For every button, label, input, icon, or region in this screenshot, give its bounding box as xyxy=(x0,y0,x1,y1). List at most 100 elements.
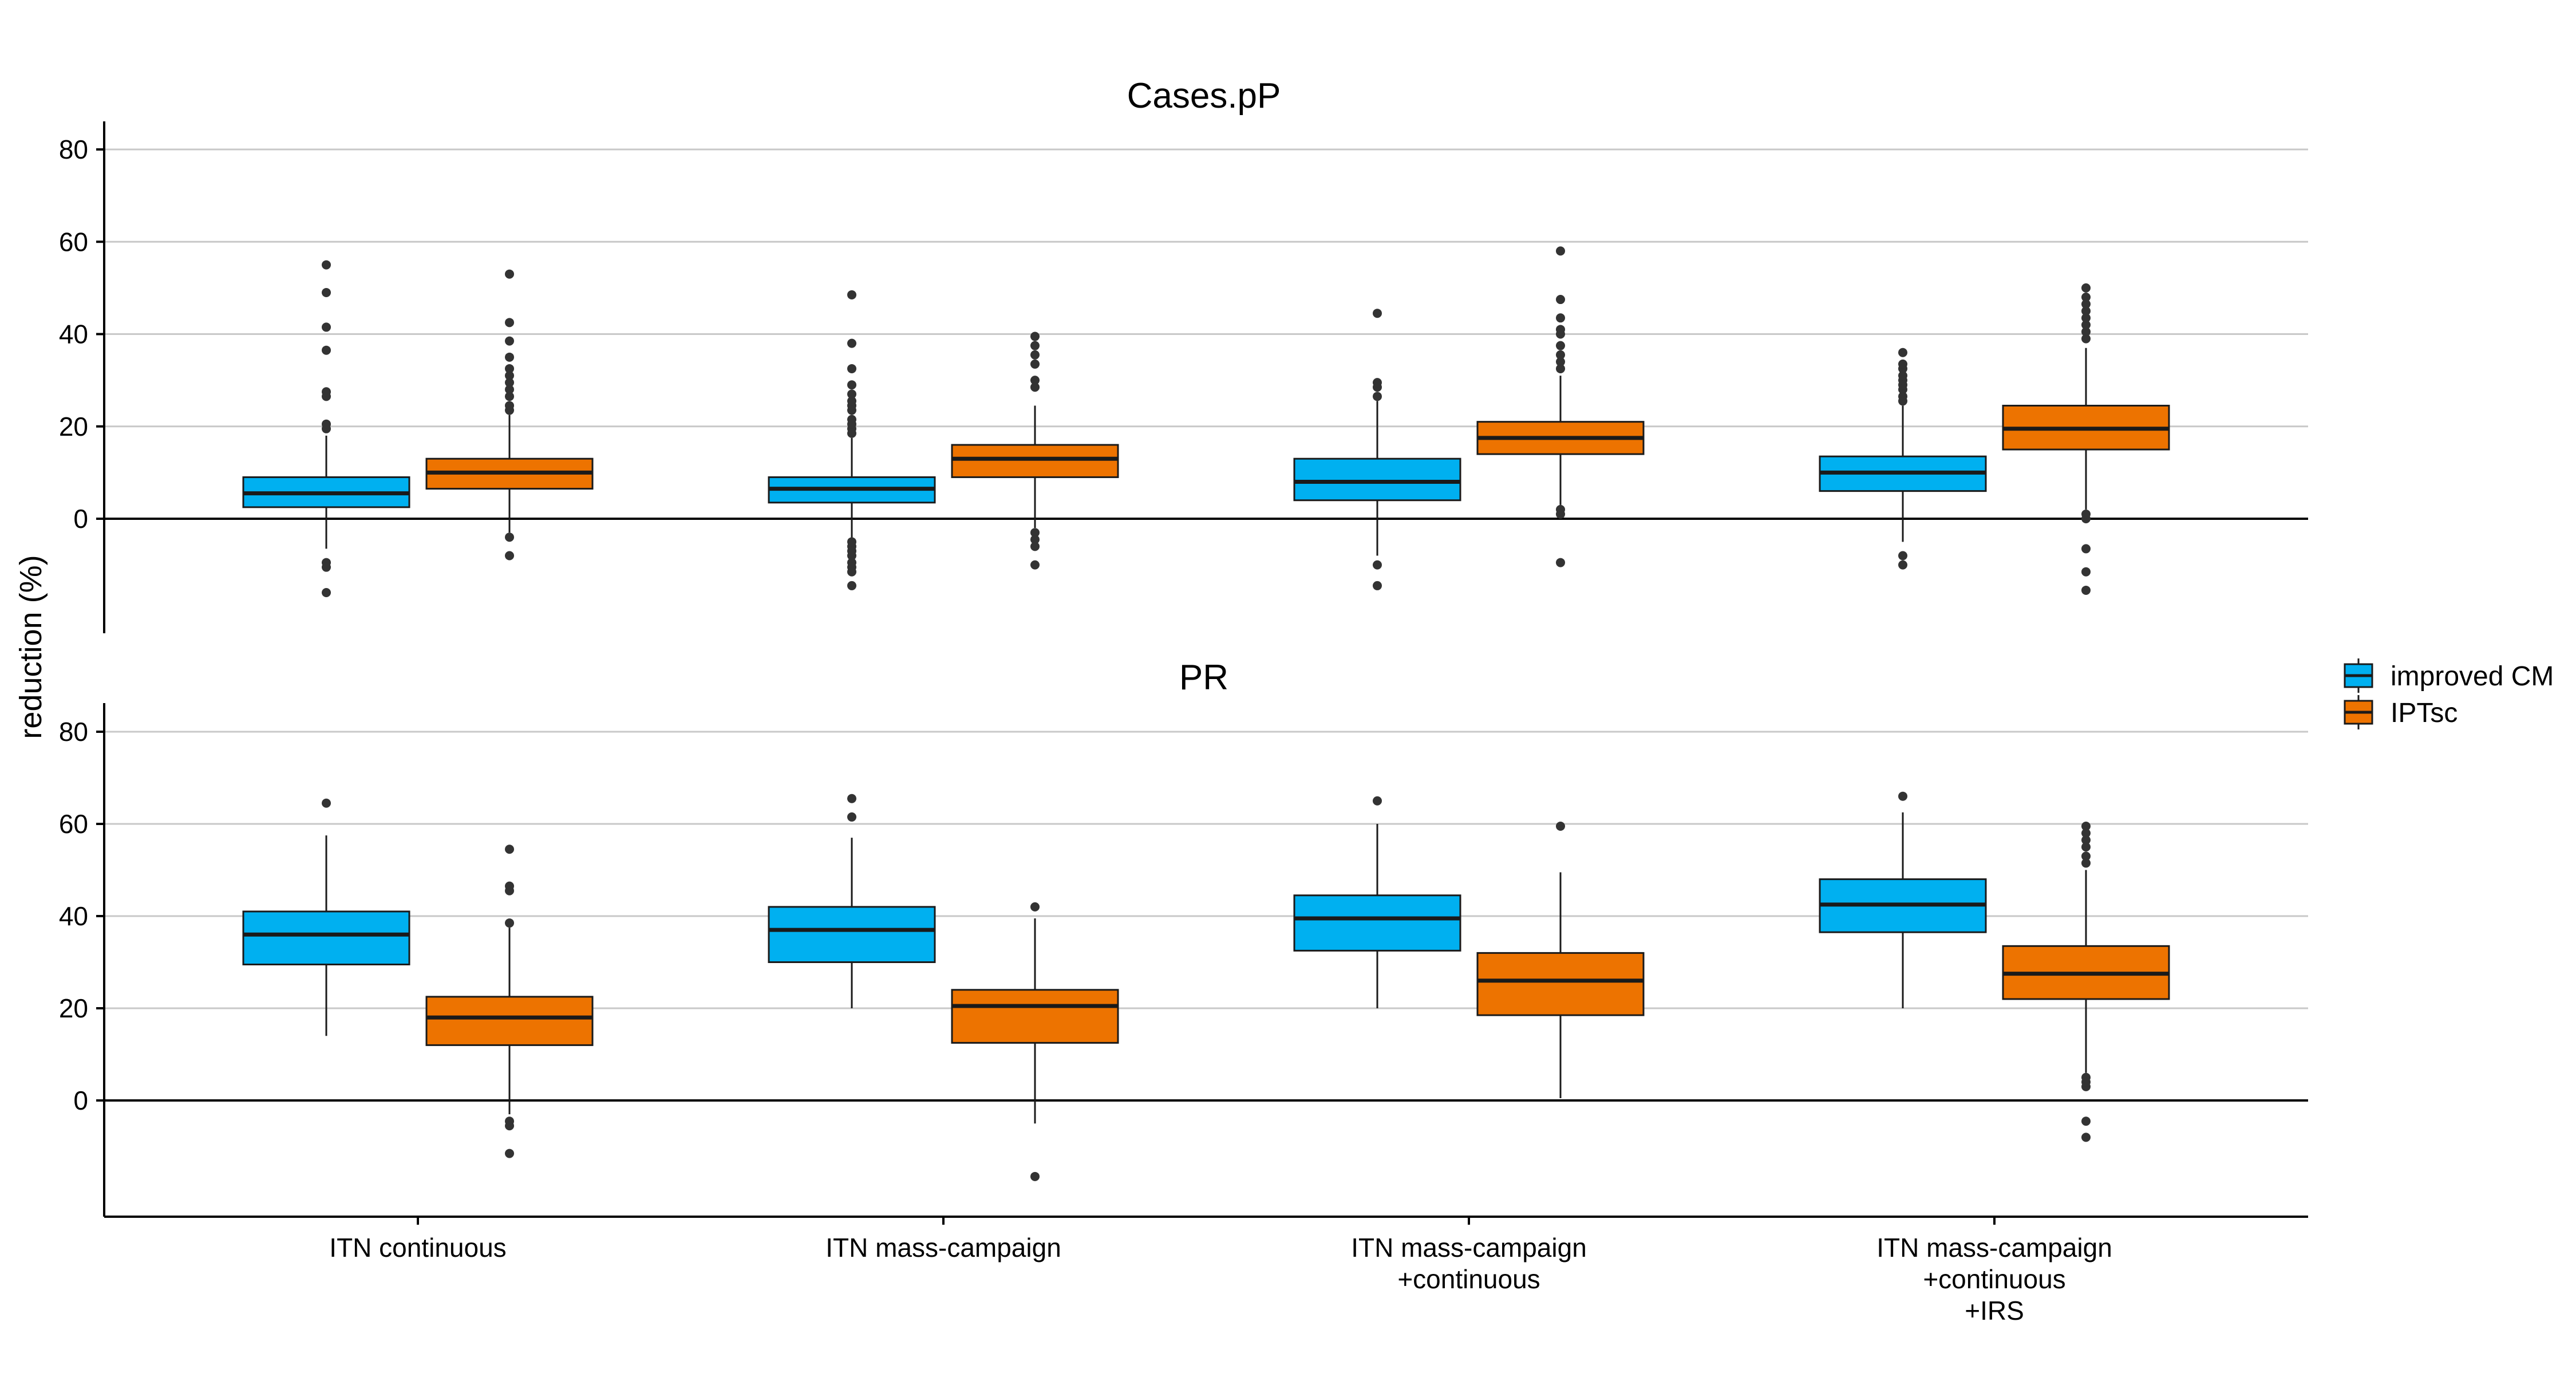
outlier-point xyxy=(1556,313,1565,323)
outlier-point xyxy=(505,845,514,854)
box-iptsc xyxy=(2002,822,2170,1142)
outlier-point xyxy=(2081,842,2091,852)
outlier-point xyxy=(1556,822,1565,831)
outlier-point xyxy=(847,794,856,803)
x-category-label-line: +continuous xyxy=(1923,1264,2065,1294)
outlier-point xyxy=(2081,283,2091,293)
panel-title: PR xyxy=(1179,658,1228,697)
outlier-point xyxy=(505,918,514,928)
box-improved-cm xyxy=(768,290,936,590)
box-improved-cm xyxy=(1293,309,1461,590)
outlier-point xyxy=(2081,835,2091,845)
box-iptsc xyxy=(951,902,1119,1181)
box-improved-cm xyxy=(1819,791,1987,1008)
legend-label: improved CM xyxy=(2391,661,2554,692)
outlier-point xyxy=(505,378,514,388)
outlier-point xyxy=(1556,325,1565,334)
outlier-point xyxy=(2081,858,2091,868)
outlier-point xyxy=(2081,585,2091,595)
outlier-point xyxy=(2081,306,2091,316)
box-iqr xyxy=(768,906,936,964)
outlier-point xyxy=(847,338,856,348)
outlier-point xyxy=(2081,828,2091,838)
outlier-point xyxy=(505,392,514,401)
x-category-label: ITN continuous xyxy=(329,1233,506,1262)
outlier-point xyxy=(2081,1116,2091,1126)
x-category-label-line: +continuous xyxy=(1397,1264,1540,1294)
x-category-label-line: ITN mass-campaign xyxy=(825,1233,1061,1262)
outlier-point xyxy=(505,318,514,328)
outlier-point xyxy=(322,562,331,572)
x-category-label: ITN mass-campaign +continuous xyxy=(1351,1233,1587,1294)
outlier-point xyxy=(322,345,331,355)
outlier-point xyxy=(322,287,331,297)
outlier-point xyxy=(1373,392,1382,401)
outlier-point xyxy=(1556,295,1565,305)
y-tick-label: 20 xyxy=(59,993,88,1023)
outlier-point xyxy=(322,798,331,808)
box-iptsc xyxy=(425,845,594,1158)
outlier-point xyxy=(1556,341,1565,350)
outlier-point xyxy=(2081,299,2091,309)
box-improved-cm xyxy=(1293,796,1461,1008)
outlier-point xyxy=(322,588,331,597)
outlier-point xyxy=(2081,293,2091,302)
outlier-point xyxy=(1556,558,1565,567)
box-iptsc xyxy=(1476,822,1645,1098)
outlier-point xyxy=(505,352,514,362)
box-iqr xyxy=(1476,952,1645,1016)
box-improved-cm xyxy=(242,798,410,1036)
outlier-point xyxy=(2081,327,2091,337)
legend-item: improved CM xyxy=(2344,658,2554,693)
outlier-point xyxy=(1030,359,1040,369)
y-tick-label: 60 xyxy=(59,227,88,257)
outlier-point xyxy=(2081,320,2091,330)
box-iptsc xyxy=(425,269,594,561)
box-iqr xyxy=(242,910,410,966)
outlier-point xyxy=(505,1121,514,1131)
outlier-point xyxy=(322,322,331,332)
outlier-point xyxy=(505,385,514,394)
box-improved-cm xyxy=(242,260,410,597)
outlier-point xyxy=(1898,791,1907,801)
x-category-label-line: ITN mass-campaign xyxy=(1351,1233,1587,1262)
outlier-point xyxy=(1898,371,1907,381)
outlier-point xyxy=(1898,348,1907,357)
outlier-point xyxy=(847,380,856,390)
outlier-point xyxy=(322,419,331,429)
x-category-label: ITN mass-campaign xyxy=(825,1233,1061,1262)
outlier-point xyxy=(322,387,331,397)
outlier-point xyxy=(1030,902,1040,912)
outlier-point xyxy=(1030,535,1040,545)
outlier-point xyxy=(847,389,856,399)
y-tick-label: 60 xyxy=(59,809,88,839)
outlier-point xyxy=(847,290,856,299)
box-iqr xyxy=(951,989,1119,1044)
outlier-point xyxy=(847,396,856,406)
panel-pr: 0 20 40 60 80 PR xyxy=(59,658,2308,1217)
outlier-point xyxy=(505,269,514,279)
panel-title: Cases.pP xyxy=(1127,76,1281,116)
outlier-point xyxy=(2081,1133,2091,1142)
outlier-point xyxy=(2081,851,2091,861)
outlier-point xyxy=(847,581,856,590)
outlier-point xyxy=(505,401,514,411)
outlier-point xyxy=(505,364,514,373)
outlier-point xyxy=(505,881,514,891)
outlier-point xyxy=(1030,332,1040,341)
outlier-point xyxy=(2081,567,2091,577)
box-iptsc xyxy=(1476,246,1645,567)
outlier-point xyxy=(1556,246,1565,256)
outlier-point xyxy=(847,364,856,373)
outlier-point xyxy=(505,371,514,381)
y-tick-label: 20 xyxy=(59,412,88,441)
outlier-point xyxy=(1373,796,1382,806)
outlier-point xyxy=(1373,309,1382,318)
outlier-point xyxy=(2081,334,2091,344)
outlier-point xyxy=(2081,1072,2091,1082)
y-tick-label: 40 xyxy=(59,319,88,349)
outlier-point xyxy=(1030,1171,1040,1181)
y-tick-label: 0 xyxy=(73,1086,88,1115)
